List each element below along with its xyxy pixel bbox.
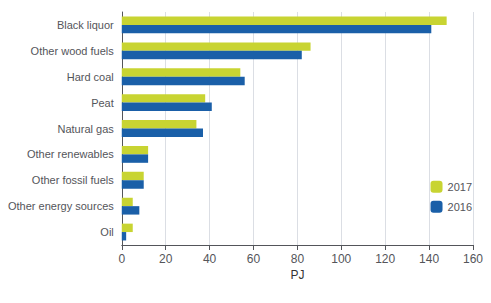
svg-text:Black liquor: Black liquor [57,19,114,31]
svg-text:2016: 2016 [448,201,472,213]
svg-text:Other wood fuels: Other wood fuels [31,45,115,57]
svg-text:PJ: PJ [290,268,304,282]
svg-text:2017: 2017 [448,181,472,193]
svg-text:Other fossil fuels: Other fossil fuels [32,174,114,186]
svg-text:120: 120 [375,252,395,266]
svg-text:60: 60 [247,252,261,266]
svg-text:80: 80 [291,252,305,266]
svg-text:Natural gas: Natural gas [58,123,115,135]
svg-text:Other energy sources: Other energy sources [8,200,114,212]
svg-text:Other renewables: Other renewables [27,148,114,160]
svg-text:Hard coal: Hard coal [67,71,114,83]
svg-text:Oil: Oil [100,226,113,238]
svg-text:160: 160 [463,252,483,266]
svg-text:20: 20 [159,252,173,266]
svg-text:40: 40 [203,252,217,266]
svg-text:0: 0 [118,252,125,266]
svg-text:140: 140 [419,252,439,266]
svg-text:100: 100 [331,252,351,266]
svg-text:Peat: Peat [91,97,114,109]
